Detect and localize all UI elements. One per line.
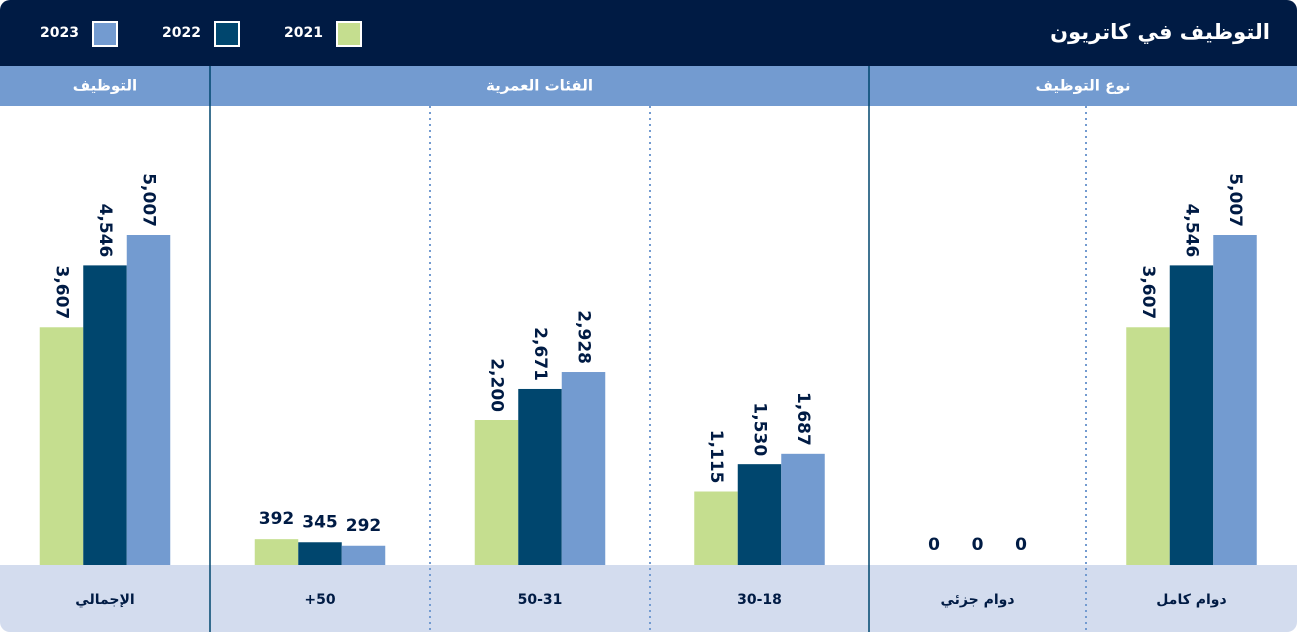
category-label: الإجمالي [75,592,134,608]
chart-title: التوظيف في كاتريون [1050,20,1270,44]
bar [83,265,127,565]
bar [126,235,171,565]
legend-swatch [336,21,362,47]
bar [781,453,825,565]
legend-label: 2022 [162,25,201,41]
group-label: الفئات العمرية [486,77,593,95]
value-label: 0 [972,535,984,555]
group-header-bar [0,66,1297,106]
value-label: 1,530 [750,402,770,456]
bar [1213,235,1257,565]
group-label: نوع التوظيف [1036,77,1131,95]
value-label: 3,607 [1138,265,1158,319]
legend-label: 2023 [40,25,79,41]
value-label: 1,115 [706,430,726,484]
value-label: 2,200 [487,358,507,412]
category-label: 30-18 [737,592,782,608]
value-label: 4,546 [1182,204,1202,258]
bar [1169,265,1214,565]
value-label: 4,546 [95,204,115,258]
category-label: 50-31 [518,592,563,608]
category-bar [0,565,1297,632]
value-label: 0 [1015,535,1027,555]
value-label: 345 [302,512,338,532]
bar [254,539,299,565]
legend-swatch [92,21,118,47]
bar [694,491,738,565]
bar [474,420,519,565]
value-label: 1,687 [793,392,813,446]
bar [1126,327,1170,565]
value-label: 392 [259,509,295,529]
value-label: 0 [928,535,940,555]
bar [298,542,342,565]
legend-swatch [214,21,240,47]
bar [518,388,562,565]
category-label: دوام كامل [1156,592,1226,608]
value-label: 5,007 [139,173,159,227]
bar [39,327,84,565]
legend-label: 2021 [284,25,323,41]
value-label: 292 [346,516,382,536]
value-label: 5,007 [1225,173,1245,227]
value-label: 2,671 [530,327,550,381]
title-bar [0,0,1297,66]
bar [737,464,782,565]
bar [341,545,386,565]
value-label: 3,607 [52,265,72,319]
category-label: +50 [304,592,335,608]
group-label: التوظيف [73,77,137,95]
category-label: دوام جزئي [940,592,1014,608]
bar [561,372,606,565]
value-label: 2,928 [574,310,594,364]
